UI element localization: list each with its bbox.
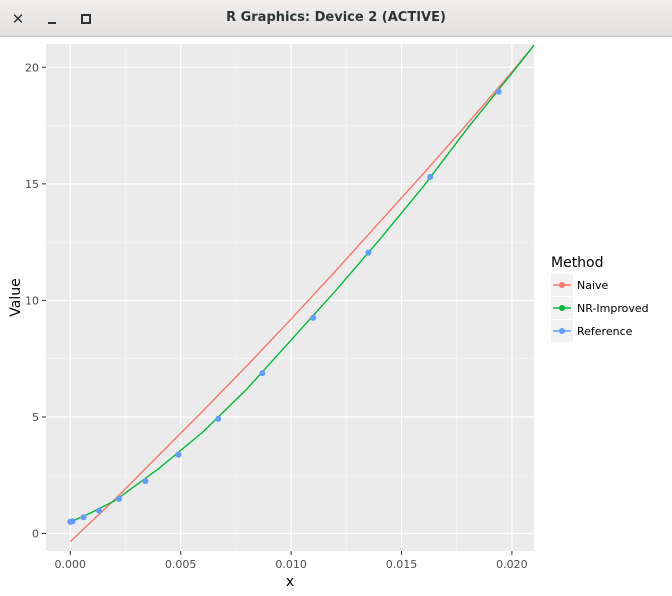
legend-label-nr-improved: NR-Improved	[577, 302, 649, 315]
chart: 0.000 0.005 0.010 0.015 0.020 0 5 10 15 20 x Valu…	[8, 44, 649, 590]
legend-label-naive: Naive	[577, 279, 609, 292]
plot-panel	[46, 44, 534, 551]
data-point-reference	[69, 518, 76, 525]
y-tick-label: 20	[25, 61, 39, 74]
data-point-reference	[175, 451, 182, 458]
window-title: R Graphics: Device 2 (ACTIVE)	[226, 10, 446, 25]
title-bar: ✕ R Graphics: Device 2 (ACTIVE)	[0, 0, 672, 37]
data-point-reference	[215, 415, 222, 422]
data-point-reference	[310, 314, 317, 321]
series-line-naive	[69, 44, 535, 543]
grid-minor	[46, 44, 534, 551]
data-point-reference	[80, 514, 87, 521]
x-tick-label: 0.005	[165, 558, 197, 571]
series-layer	[67, 44, 535, 543]
y-axis-title: Value	[8, 278, 24, 316]
y-tick-label: 10	[25, 294, 39, 307]
data-point-reference	[259, 370, 266, 377]
grid-major	[46, 44, 534, 551]
legend: Method Naive NR-Improved Reference	[551, 255, 649, 342]
data-point-reference	[495, 88, 502, 95]
y-tick-label: 5	[32, 411, 39, 424]
data-point-reference	[142, 478, 149, 485]
legend-title: Method	[551, 255, 604, 271]
data-point-reference	[365, 249, 372, 256]
legend-key-point	[559, 328, 565, 334]
x-tick-label: 0.000	[55, 558, 87, 571]
legend-key-point	[559, 282, 565, 288]
x-axis-title: x	[286, 574, 294, 590]
data-point-reference	[95, 507, 102, 514]
y-tick-label: 15	[25, 178, 39, 191]
axis-ticks: 0.000 0.005 0.010 0.015 0.020 0 5 10 15 20	[25, 61, 528, 571]
data-point-reference	[115, 496, 122, 503]
close-icon[interactable]: ✕	[11, 10, 25, 28]
x-tick-label: 0.010	[275, 558, 307, 571]
x-tick-label: 0.020	[496, 558, 528, 571]
minimize-icon[interactable]	[42, 9, 62, 29]
y-tick-label: 0	[32, 528, 39, 541]
legend-label-reference: Reference	[577, 325, 633, 338]
x-tick-label: 0.015	[386, 558, 418, 571]
legend-key-point	[559, 305, 565, 311]
data-point-reference	[427, 173, 434, 180]
maximize-icon[interactable]	[76, 9, 96, 29]
